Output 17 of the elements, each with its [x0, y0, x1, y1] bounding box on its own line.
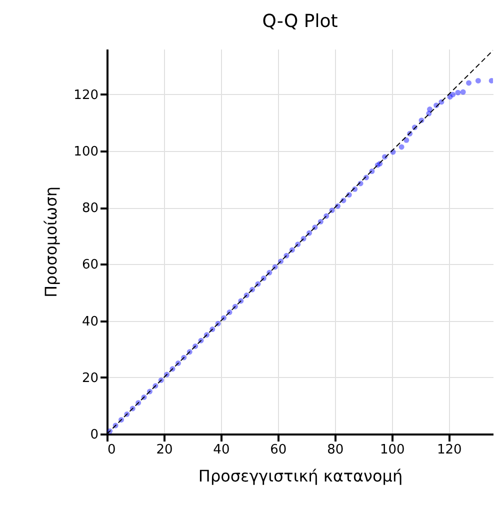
y-axis-title: Προσομοίωση [42, 186, 61, 298]
y-tick-label: 60 [82, 258, 98, 273]
x-tick-label: 60 [270, 442, 287, 458]
x-tick-label: 0 [108, 442, 116, 458]
y-tick-label: 120 [74, 88, 98, 103]
y-tick-label: 80 [82, 201, 98, 216]
x-tick-label: 120 [436, 442, 462, 458]
y-tick-label: 0 [90, 428, 98, 442]
x-tick-label: 20 [156, 442, 173, 458]
x-tick-label: 40 [213, 442, 230, 458]
x-tick-label: 100 [380, 442, 405, 458]
x-tick-label: 80 [327, 442, 344, 458]
x-axis-title: Προσεγγιστική κατανομή [198, 466, 403, 486]
y-tick-label: 20 [82, 370, 98, 386]
y-tick-label: 100 [74, 144, 98, 160]
chart-title: Q-Q Plot [262, 11, 338, 32]
y-tick-label: 40 [82, 314, 98, 330]
